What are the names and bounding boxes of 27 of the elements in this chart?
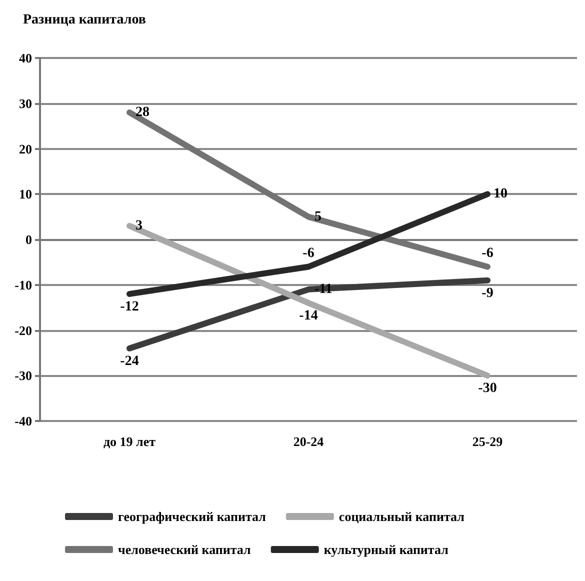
x-tick-label: 20-24: [293, 434, 324, 449]
y-tick-label: -20: [14, 322, 32, 338]
y-tick-label: 30: [19, 96, 32, 111]
data-label: -6: [302, 246, 314, 262]
x-tick-label: 25-29: [472, 434, 504, 449]
y-tick-label: -30: [14, 368, 32, 384]
data-label: -24: [120, 354, 139, 369]
y-tick-label: 40: [19, 50, 32, 66]
y-tick-label: 0: [26, 232, 32, 247]
data-label: -30: [478, 381, 497, 396]
y-tick-label: 20: [19, 141, 32, 156]
data-label: -9: [482, 286, 494, 301]
chart-title: Разница капиталов: [23, 12, 146, 28]
legend-label: социальный капитал: [338, 509, 464, 524]
y-tick-label: -10: [14, 277, 32, 292]
data-label: -12: [120, 299, 139, 314]
legend-label: человеческий капитал: [118, 542, 251, 557]
data-label: -6: [482, 246, 494, 262]
x-tick-label: до 19 лет: [103, 434, 156, 449]
data-label: 10: [494, 186, 508, 202]
legend-label: культурный капитал: [324, 542, 448, 557]
data-label: -14: [299, 308, 318, 324]
data-label: 3: [136, 218, 142, 234]
data-label: 28: [136, 104, 150, 120]
y-tick-label: -40: [14, 414, 32, 428]
y-tick-label: 10: [19, 186, 32, 202]
legend-label: географический капитал: [118, 509, 266, 524]
